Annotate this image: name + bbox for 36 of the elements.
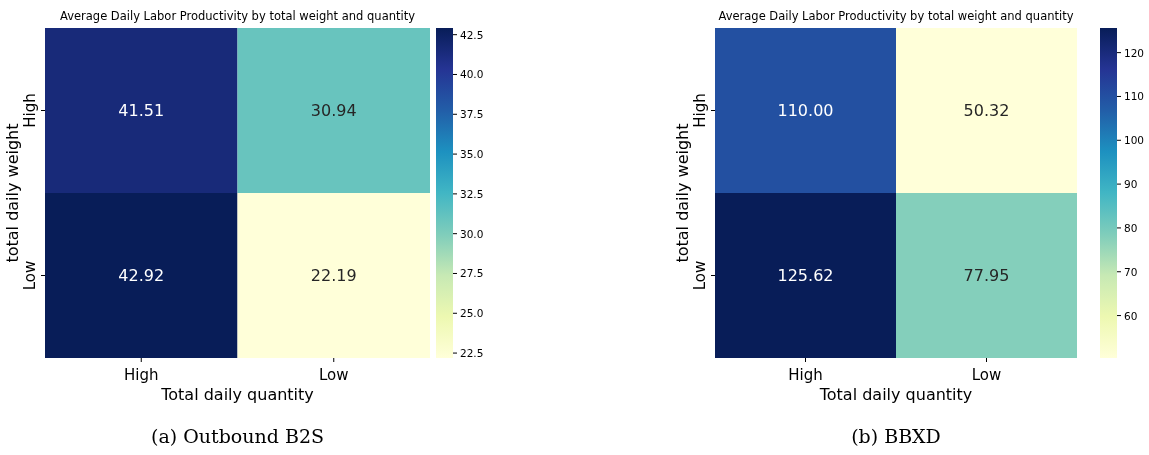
- data-label: 22.19: [310, 266, 357, 285]
- x-tick-label: High: [788, 366, 823, 384]
- color-bar-label: 100: [1124, 134, 1145, 147]
- color-bar-label: 25.0: [460, 307, 484, 320]
- data-label: 42.92: [118, 266, 165, 285]
- color-bar-label: 35.0: [460, 148, 484, 161]
- y-axis-title: total daily weight: [3, 123, 22, 263]
- color-bar-label: 37.5: [460, 108, 484, 121]
- x-axis-title: Total daily quantity: [818, 385, 973, 404]
- text: (a) Outbound B2S: [151, 425, 324, 447]
- color-bar-label: 22.5: [460, 347, 484, 360]
- text: (b) BBXD: [851, 425, 941, 447]
- color-bar-label: 60: [1124, 309, 1138, 322]
- color-bar-label: 30.0: [460, 227, 484, 240]
- x-tick-label: Low: [971, 366, 1002, 384]
- data-label: 110.00: [777, 101, 834, 120]
- color-bar-label: 70: [1124, 265, 1138, 278]
- x-tick-label: High: [124, 366, 159, 384]
- color-bar-label: 120: [1124, 46, 1145, 59]
- chart-title: Average Daily Labor Productivity by total weight and quantity: [59, 9, 416, 23]
- color-bar-label: 110: [1124, 90, 1145, 103]
- y-axis-title: total daily weight: [673, 123, 692, 263]
- data-label: 41.51: [118, 101, 165, 120]
- x-axis-title: Total daily quantity: [160, 385, 314, 404]
- data-label: 30.94: [310, 101, 357, 120]
- color-bar-label: 90: [1124, 178, 1138, 191]
- data-label: 125.62: [777, 266, 834, 285]
- color-bar-label: 32.5: [460, 187, 484, 200]
- color-bar-label: 80: [1124, 221, 1138, 234]
- color-bar-label: 40.0: [460, 68, 484, 81]
- color-bar-label: 42.5: [460, 28, 484, 41]
- data-label: 50.32: [963, 101, 1010, 120]
- color-bar-label: 27.5: [460, 267, 484, 280]
- x-tick-label: Low: [318, 366, 349, 384]
- data-label: 77.95: [963, 266, 1010, 285]
- chart-title: Average Daily Labor Productivity by total weight and quantity: [718, 9, 1074, 23]
